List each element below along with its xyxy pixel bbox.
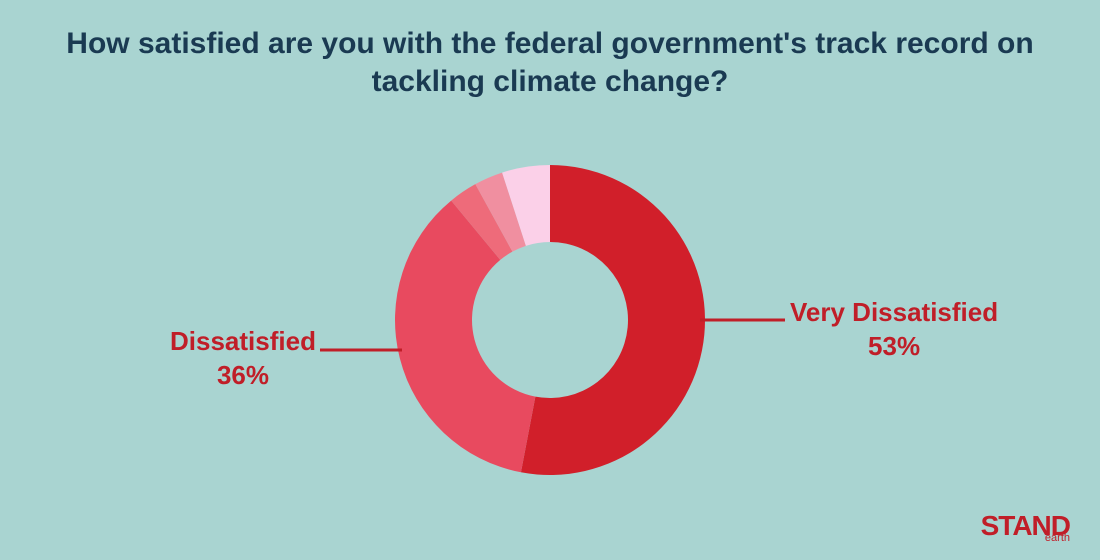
segment-label-very_dissatisfied: Very Dissatisfied53% — [790, 296, 998, 364]
segment-label-name: Very Dissatisfied — [790, 296, 998, 330]
brand-logo-sub: earth — [1045, 532, 1070, 544]
chart-title: How satisfied are you with the federal g… — [55, 25, 1045, 100]
chart-container: How satisfied are you with the federal g… — [0, 0, 1100, 560]
segment-label-pct: 36% — [170, 359, 316, 393]
segment-label-dissatisfied: Dissatisfied36% — [170, 325, 316, 393]
segment-label-name: Dissatisfied — [170, 325, 316, 359]
segment-label-pct: 53% — [790, 330, 998, 364]
